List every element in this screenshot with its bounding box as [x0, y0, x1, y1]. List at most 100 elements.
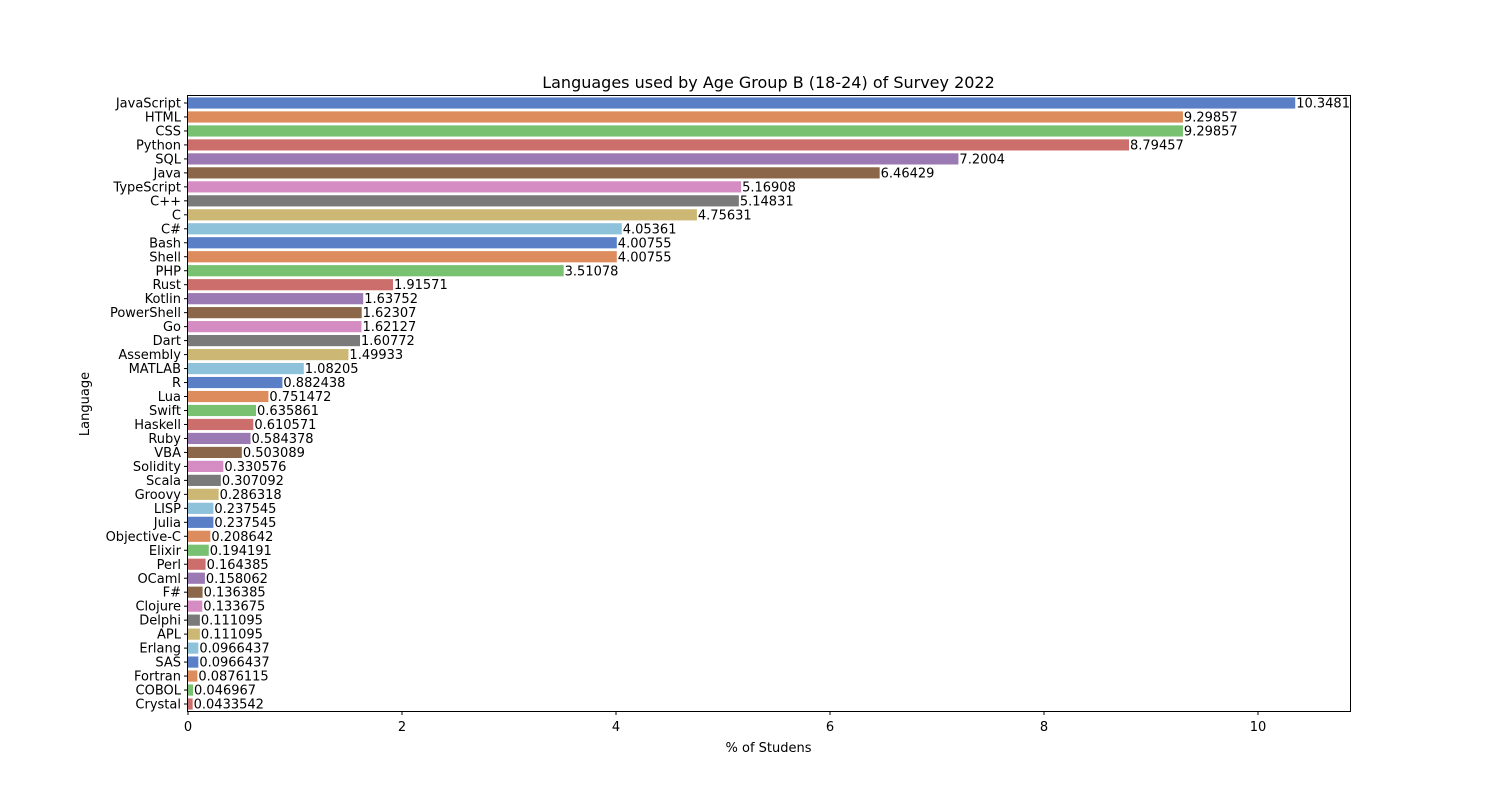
bar-r: [188, 376, 283, 389]
value-label: 0.635861: [257, 404, 319, 419]
value-label: 0.0433542: [194, 698, 264, 713]
y-tick-label: VBA: [154, 446, 181, 461]
y-tick-label: PowerShell: [110, 306, 181, 321]
y-tick-label: SAS: [155, 656, 181, 671]
value-label: 4.00755: [618, 236, 672, 251]
value-label: 1.08205: [305, 362, 359, 377]
y-tick-label: F#: [163, 586, 181, 601]
value-label: 1.62307: [363, 306, 417, 321]
x-tick-label: 10: [1250, 720, 1267, 735]
bar-lua: [188, 390, 269, 403]
bar-php: [188, 265, 564, 277]
y-tick-label: APL: [157, 628, 182, 643]
y-tick-label: C#: [161, 222, 181, 237]
bar-ocaml: [188, 572, 205, 584]
y-tick-label: Solidity: [133, 460, 181, 475]
y-tick-label: PHP: [156, 264, 182, 279]
value-label: 0.208642: [211, 530, 273, 545]
bar-solidity: [188, 460, 224, 472]
y-tick-label: Objective-C: [106, 530, 181, 545]
y-tick-label: Bash: [149, 236, 181, 251]
bar-f-: [188, 586, 203, 598]
value-label: 0.046967: [194, 684, 256, 699]
value-label: 9.29857: [1184, 111, 1238, 126]
bar-css: [188, 125, 1183, 137]
value-label: 0.136385: [204, 586, 266, 601]
bar-julia: [188, 516, 214, 528]
y-tick-label: SQL: [155, 152, 181, 167]
value-label: 0.111095: [201, 614, 263, 629]
value-label: 0.133675: [203, 600, 265, 615]
y-tick-label: Assembly: [118, 348, 181, 363]
y-tick-label: Fortran: [134, 670, 181, 685]
bar-c-: [188, 195, 739, 207]
y-tick-label: Clojure: [135, 600, 181, 615]
y-tick-label: Delphi: [139, 614, 181, 629]
bar-assembly: [188, 348, 349, 361]
value-label: 0.0876115: [198, 670, 268, 685]
value-label: 5.14831: [740, 194, 794, 209]
y-tick-label: Rust: [152, 278, 181, 293]
value-label: 0.610571: [254, 418, 316, 433]
bar-javascript: [188, 97, 1296, 109]
value-label: 0.164385: [207, 558, 269, 573]
bar-delphi: [188, 614, 200, 626]
value-label: 1.63752: [364, 292, 418, 307]
value-label: 8.79457: [1130, 138, 1184, 153]
bar-shell: [188, 251, 617, 263]
bar-ruby: [188, 432, 251, 445]
bar-html: [188, 111, 1183, 123]
y-tick-label: Erlang: [139, 642, 181, 657]
bar-swift: [188, 404, 257, 417]
value-label: 0.584378: [252, 432, 314, 447]
y-tick-label: Java: [153, 166, 181, 181]
y-tick-label: R: [172, 376, 181, 391]
bar-perl: [188, 558, 206, 570]
y-tick-label: TypeScript: [112, 180, 181, 195]
value-label: 9.29857: [1184, 124, 1238, 139]
bar-bash: [188, 237, 617, 249]
y-tick-label: Perl: [157, 558, 181, 573]
y-tick-label: Lua: [158, 390, 181, 405]
value-label: 0.0966437: [199, 656, 269, 671]
bar-fortran: [188, 670, 198, 682]
bar-matlab: [188, 362, 304, 375]
value-label: 1.62127: [362, 320, 416, 335]
bar-c-: [188, 223, 622, 235]
x-axis-label: % of Studens: [726, 741, 812, 756]
y-tick-label: HTML: [145, 111, 182, 126]
bar-kotlin: [188, 293, 364, 305]
value-label: 4.05361: [623, 222, 677, 237]
value-label: 0.237545: [214, 502, 276, 517]
y-tick-label: Haskell: [134, 418, 181, 433]
value-label: 0.330576: [224, 460, 286, 475]
x-tick-label: 0: [184, 720, 192, 735]
y-tick-labels: JavaScriptHTMLCSSPythonSQLJavaTypeScript…: [106, 97, 188, 713]
bar-sql: [188, 153, 959, 165]
value-label: 0.237545: [214, 516, 276, 531]
y-tick-label: Julia: [153, 516, 181, 531]
y-tick-label: Crystal: [135, 698, 181, 713]
value-label: 0.158062: [206, 572, 268, 587]
value-label: 0.503089: [243, 446, 305, 461]
bar-apl: [188, 628, 200, 640]
bar-haskell: [188, 418, 254, 431]
y-tick-label: CSS: [155, 124, 181, 139]
x-tick-label: 6: [826, 720, 834, 735]
y-tick-label: JavaScript: [115, 97, 181, 112]
value-label: 0.111095: [201, 628, 263, 643]
value-label: 1.91571: [394, 278, 448, 293]
bar-sas: [188, 656, 199, 668]
y-tick-label: OCaml: [137, 572, 181, 587]
value-label: 0.0966437: [199, 642, 269, 657]
y-tick-label: Dart: [153, 334, 181, 349]
bar-groovy: [188, 488, 219, 500]
y-tick-label: Python: [136, 138, 181, 153]
x-tick-label: 4: [612, 720, 620, 735]
value-label: 4.75631: [698, 208, 752, 223]
bar-c: [188, 209, 697, 221]
value-label: 0.751472: [269, 390, 331, 405]
chart-title: Languages used by Age Group B (18-24) of…: [542, 73, 995, 92]
